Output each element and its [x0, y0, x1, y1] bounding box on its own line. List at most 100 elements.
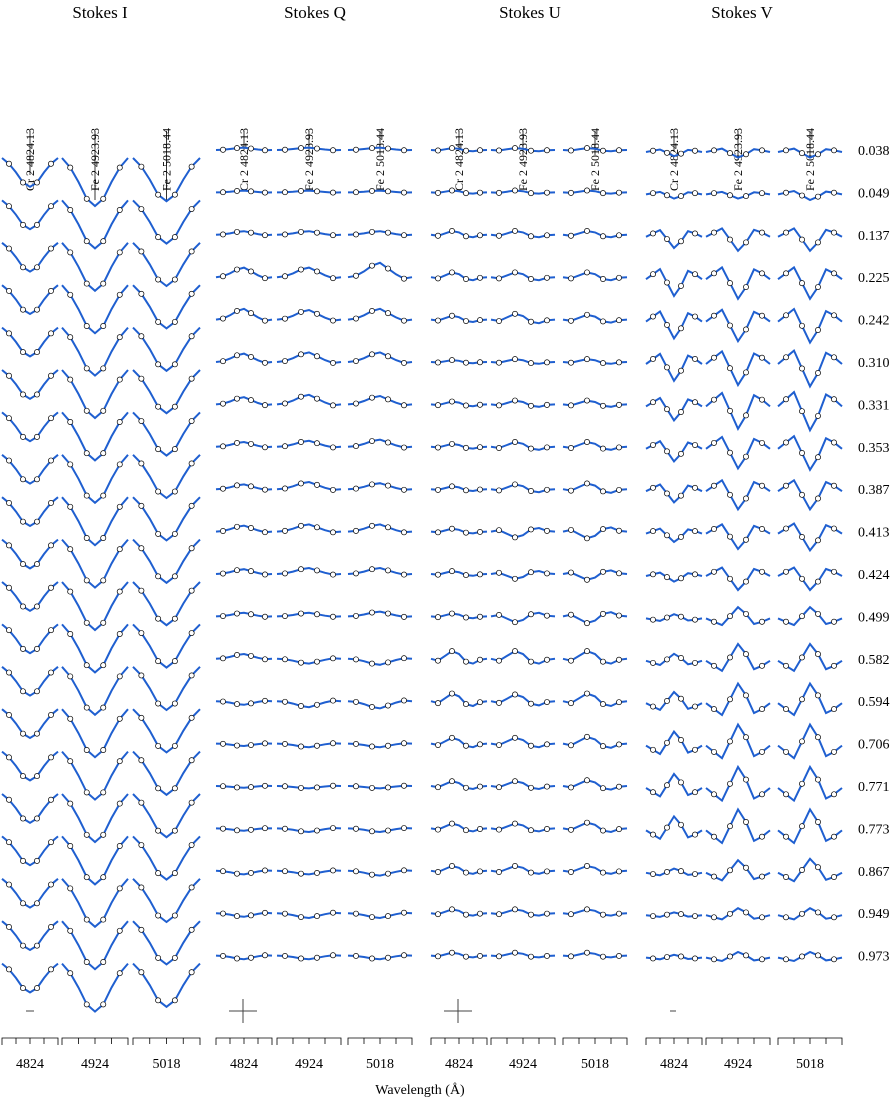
- model-profile: [132, 157, 201, 203]
- observed-point: [815, 151, 821, 158]
- observed-point: [600, 953, 606, 960]
- x-tick-label: 5018: [796, 1057, 824, 1072]
- model-profile: [132, 496, 201, 542]
- observed-point: [220, 698, 226, 705]
- model-profile: [1, 454, 59, 485]
- line-label: Fe 2 4923.93: [302, 128, 316, 191]
- observed-point: [155, 827, 162, 834]
- observed-point: [477, 401, 483, 408]
- observed-point: [48, 796, 54, 803]
- observed-point: [171, 615, 178, 622]
- observed-point: [282, 358, 288, 364]
- observed-point: [831, 874, 837, 880]
- observed-point: [6, 924, 12, 930]
- observed-point: [262, 867, 268, 874]
- observed-point: [584, 690, 590, 697]
- observed-point: [544, 953, 550, 959]
- observed-point: [100, 323, 107, 329]
- observed-point: [528, 402, 534, 409]
- observed-point: [799, 910, 805, 917]
- observed-point: [743, 776, 749, 783]
- observed-point: [34, 900, 40, 907]
- observed-point: [353, 527, 359, 534]
- observed-point: [262, 317, 268, 324]
- model-profile: [777, 807, 843, 845]
- model-profile: [61, 538, 129, 589]
- observed-point: [616, 359, 622, 366]
- x-tick-label: 4824: [16, 1057, 44, 1072]
- observed-point: [353, 783, 359, 790]
- observed-point: [353, 400, 359, 407]
- observed-point: [234, 308, 240, 314]
- observed-point: [678, 238, 684, 245]
- observed-point: [711, 354, 717, 361]
- observed-point: [171, 954, 178, 961]
- observed-point: [116, 291, 123, 298]
- observed-point: [330, 825, 336, 831]
- observed-point: [616, 317, 622, 324]
- observed-point: [67, 334, 74, 341]
- observed-point: [248, 229, 254, 236]
- model-profile: [1, 962, 59, 994]
- observed-point: [528, 318, 534, 325]
- observed-point: [743, 284, 749, 290]
- observed-point: [799, 322, 805, 329]
- observed-point: [401, 147, 407, 154]
- observed-point: [678, 868, 684, 875]
- model-profile: [1, 708, 59, 740]
- observed-point: [100, 874, 107, 881]
- x-tick-label: 5018: [366, 1057, 394, 1072]
- observed-point: [369, 704, 375, 710]
- observed-point: [692, 356, 698, 362]
- observed-point: [435, 742, 441, 748]
- observed-point: [188, 206, 195, 212]
- observed-point: [783, 706, 789, 713]
- observed-point: [544, 359, 550, 366]
- observed-point: [783, 525, 789, 532]
- observed-point: [100, 662, 107, 669]
- observed-point: [568, 953, 574, 960]
- observed-point: [759, 956, 765, 963]
- observed-point: [282, 656, 288, 663]
- observed-point: [435, 402, 441, 409]
- stokes-title: Stokes I: [72, 3, 128, 22]
- observed-point: [815, 776, 821, 783]
- observed-point: [477, 317, 483, 324]
- observed-point: [743, 369, 749, 376]
- observed-point: [171, 276, 178, 283]
- observed-point: [496, 657, 502, 664]
- observed-point: [298, 659, 304, 666]
- observed-point: [664, 698, 670, 704]
- observed-point: [600, 568, 606, 575]
- observed-point: [48, 881, 54, 888]
- observed-point: [138, 545, 145, 552]
- observed-point: [727, 910, 733, 917]
- observed-point: [711, 873, 717, 880]
- observed-point: [234, 482, 240, 489]
- observed-point: [282, 273, 288, 280]
- observed-point: [783, 833, 789, 840]
- observed-point: [171, 191, 178, 198]
- observed-point: [463, 318, 469, 324]
- observed-point: [234, 701, 240, 708]
- observed-point: [188, 418, 195, 424]
- observed-point: [544, 232, 550, 239]
- observed-point: [711, 439, 717, 446]
- observed-point: [600, 827, 606, 834]
- observed-point: [759, 873, 765, 880]
- model-profile: [777, 764, 843, 803]
- observed-point: [282, 231, 288, 238]
- observed-point: [692, 955, 698, 962]
- observed-point: [188, 884, 195, 891]
- observed-point: [449, 690, 455, 697]
- observed-point: [248, 145, 254, 152]
- observed-point: [171, 318, 178, 325]
- observed-point: [664, 490, 670, 497]
- observed-point: [544, 656, 550, 663]
- observed-point: [248, 188, 254, 195]
- observed-point: [743, 193, 749, 200]
- observed-point: [138, 714, 145, 721]
- observed-point: [759, 482, 765, 489]
- observed-point: [783, 568, 789, 575]
- observed-point: [220, 953, 226, 959]
